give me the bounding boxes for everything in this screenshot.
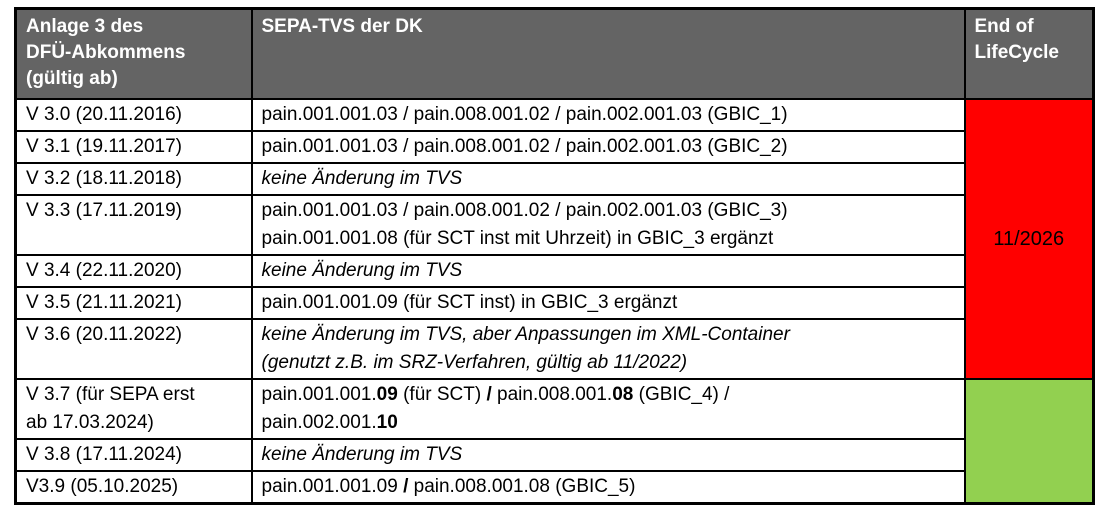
table-body: V 3.0 (20.11.2016) pain.001.001.03 / pain…: [14, 98, 1095, 505]
tvs-text-run: (für SCT): [397, 384, 487, 405]
sepa-tvs-table: Anlage 3 des DFÜ-Abkommens (gültig ab) S…: [14, 7, 1095, 505]
tvs-cell: pain.001.001.03 / pain.008.001.02 / pain…: [250, 194, 966, 256]
tvs-text-run: pain.001.001.09 (für SCT inst) in GBIC_3…: [261, 292, 678, 313]
table-row: V3.9 (05.10.2025) pain.001.001.09 / pain.…: [14, 470, 1094, 505]
tvs-text-run: 09: [376, 384, 398, 405]
header-version-column: Anlage 3 des DFÜ-Abkommens (gültig ab): [14, 7, 253, 100]
tvs-text-run: keine Änderung im TVS: [261, 444, 463, 465]
tvs-text-run: pain.001.001.09: [261, 476, 404, 497]
tvs-text-run: pain.001.001.03 / pain.008.001.02 / pain…: [261, 200, 788, 249]
table-row: V 3.8 (17.11.2024) keine Änderung im TVS: [14, 438, 1094, 472]
tvs-text-run: keine Änderung im TVS, aber Anpassungen …: [261, 324, 790, 373]
tvs-text-run: keine Änderung im TVS: [261, 260, 463, 281]
table-row: V 3.1 (19.11.2017) pain.001.001.03 / pain…: [14, 130, 1094, 164]
table-row: V 3.2 (18.11.2018) keine Änderung im TVS: [14, 162, 1094, 196]
tvs-text-run: pain.001.001.: [261, 384, 377, 405]
tvs-text-run: (GBIC_4) / pain.002.001.: [261, 384, 730, 433]
lifecycle-cell: 11/2026: [963, 98, 1095, 380]
tvs-cell: pain.001.001.03 / pain.008.001.02 / pain…: [250, 130, 966, 164]
tvs-cell: pain.001.001.09 / pain.008.001.08 (GBIC_…: [250, 470, 966, 505]
header-lifecycle-column: End of LifeCycle: [963, 7, 1095, 100]
version-cell: V 3.0 (20.11.2016): [14, 98, 253, 132]
tvs-text-run: pain.001.001.03 / pain.008.001.02 / pain…: [261, 136, 788, 157]
tvs-text-run: 08: [612, 384, 634, 405]
table-row: V 3.4 (22.11.2020) keine Änderung im TVS: [14, 254, 1094, 288]
tvs-cell: keine Änderung im TVS: [250, 254, 966, 288]
version-cell: V 3.3 (17.11.2019): [14, 194, 253, 256]
version-cell: V 3.7 (für SEPA erst ab 17.03.2024): [14, 378, 253, 440]
page: Anlage 3 des DFÜ-Abkommens (gültig ab) S…: [14, 7, 1095, 505]
tvs-text-run: pain.008.001.08 (GBIC_5): [408, 476, 636, 497]
tvs-cell: keine Änderung im TVS, aber Anpassungen …: [250, 318, 966, 380]
version-cell: V 3.5 (21.11.2021): [14, 286, 253, 320]
version-cell: V 3.1 (19.11.2017): [14, 130, 253, 164]
tvs-cell: keine Änderung im TVS: [250, 438, 966, 472]
version-cell: V3.9 (05.10.2025): [14, 470, 253, 505]
tvs-cell: pain.001.001.09 (für SCT inst) in GBIC_3…: [250, 286, 966, 320]
table-row: V 3.0 (20.11.2016) pain.001.001.03 / pain…: [14, 98, 1095, 380]
tvs-text-run: pain.001.001.03 / pain.008.001.02 / pain…: [261, 104, 788, 125]
version-cell: V 3.2 (18.11.2018): [14, 162, 253, 196]
header-tvs-column: SEPA-TVS der DK: [250, 7, 966, 100]
table-row: V 3.3 (17.11.2019) pain.001.001.03 / pain…: [14, 194, 1094, 256]
tvs-text-run: 10: [376, 412, 398, 433]
tvs-cell: pain.001.001.03 / pain.008.001.02 / pain…: [250, 98, 966, 132]
table-row: V 3.6 (20.11.2022) keine Änderung im TVS,…: [14, 318, 1094, 380]
version-cell: V 3.6 (20.11.2022): [14, 318, 253, 380]
tvs-cell: pain.001.001.09 (für SCT) / pain.008.001…: [250, 378, 966, 440]
lifecycle-cell: [963, 378, 1095, 505]
table-row: V 3.5 (21.11.2021) pain.001.001.09 (für S…: [14, 286, 1094, 320]
version-cell: V 3.8 (17.11.2024): [14, 438, 253, 472]
version-cell: V 3.4 (22.11.2020): [14, 254, 253, 288]
table-row: V 3.7 (für SEPA erst ab 17.03.2024) pain.…: [14, 378, 1095, 505]
header-row: Anlage 3 des DFÜ-Abkommens (gültig ab) S…: [14, 7, 1095, 100]
tvs-text-run: pain.008.001.: [491, 384, 613, 405]
tvs-text-run: /: [486, 384, 492, 405]
tvs-cell: keine Änderung im TVS: [250, 162, 966, 196]
tvs-text-run: keine Änderung im TVS: [261, 168, 463, 189]
